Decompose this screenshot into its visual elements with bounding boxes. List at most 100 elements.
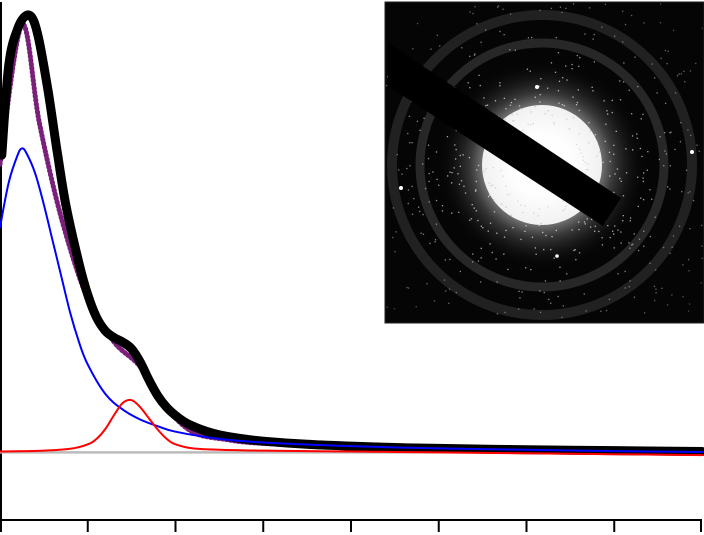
speckle-dot (459, 165, 461, 167)
speckle-dot (654, 299, 656, 302)
speckle-dot (633, 233, 635, 235)
speckle-dot (476, 169, 478, 171)
speckle-dot (499, 30, 501, 33)
speckle-dot (586, 218, 588, 220)
speckle-dot (494, 100, 497, 102)
speckle-dot (672, 235, 675, 237)
speckle-dot (701, 257, 703, 259)
speckle-dot (496, 313, 499, 315)
speckle-dot (688, 270, 690, 272)
speckle-dot (547, 206, 549, 208)
speckle-dot (651, 63, 653, 65)
speckle-dot (505, 108, 507, 110)
speckle-dot (475, 189, 477, 191)
speckle-dot (605, 309, 608, 312)
speckle-dot (624, 23, 627, 26)
speckle-dot (566, 118, 568, 120)
speckle-dot (435, 199, 438, 202)
speckle-dot (480, 247, 482, 249)
speckle-dot (577, 89, 579, 91)
speckle-dot (576, 143, 578, 146)
speckle-dot (449, 258, 451, 261)
speckle-dot (542, 231, 544, 234)
speckle-dot (520, 238, 522, 241)
speckle-dot (449, 171, 451, 173)
speckle-dot (594, 134, 596, 136)
speckle-dot (472, 253, 474, 255)
speckle-dot (550, 302, 552, 304)
speckle-dot (689, 70, 692, 72)
speckle-dot (654, 216, 656, 218)
speckle-dot (661, 287, 663, 289)
speckle-dot (517, 200, 519, 202)
speckle-dot (436, 34, 438, 36)
speckle-dot (477, 260, 480, 262)
speckle-dot (503, 253, 505, 255)
speckle-dot (669, 252, 671, 254)
speckle-dot (461, 47, 463, 49)
speckle-dot (455, 148, 457, 151)
speckle-dot (623, 62, 625, 64)
speckle-dot (525, 225, 527, 227)
speckle-dot (590, 226, 592, 228)
speckle-dot (665, 102, 667, 104)
speckle-dot (540, 78, 542, 80)
speckle-dot (620, 231, 622, 233)
speckle-dot (543, 291, 545, 294)
speckle-dot (470, 218, 473, 220)
speckle-dot (663, 246, 665, 249)
speckle-dot (520, 204, 522, 206)
speckle-dot (479, 84, 481, 87)
speckle-dot (625, 172, 628, 174)
speckle-dot (550, 248, 552, 251)
speckle-dot (451, 172, 453, 174)
speckle-dot (511, 113, 513, 116)
speckle-dot (636, 133, 638, 135)
speckle-dot (485, 168, 487, 170)
speckle-dot (435, 151, 438, 153)
speckle-dot (696, 144, 698, 146)
speckle-dot (667, 186, 669, 188)
speckle-dot (544, 113, 546, 115)
speckle-dot (642, 180, 644, 183)
speckle-dot (664, 150, 666, 152)
speckle-dot (522, 211, 524, 214)
speckle-dot (558, 80, 561, 82)
speckle-dot (592, 38, 594, 40)
speckle-dot (631, 14, 633, 17)
speckle-dot (416, 120, 419, 122)
speckle-dot (434, 239, 437, 241)
speckle-dot (518, 290, 520, 292)
speckle-dot (411, 185, 413, 188)
speckle-dot (455, 291, 457, 294)
speckle-dot (518, 308, 520, 310)
speckle-dot (386, 84, 388, 87)
speckle-dot (640, 118, 642, 120)
speckle-dot (561, 11, 563, 14)
speckle-dot (561, 316, 563, 319)
speckle-dot (589, 130, 591, 132)
speckle-dot (562, 77, 564, 79)
speckle-dot (671, 246, 673, 248)
speckle-dot (611, 99, 613, 102)
speckle-dot (486, 104, 489, 106)
speckle-dot (688, 259, 690, 261)
speckle-dot (588, 142, 590, 144)
speckle-dot (534, 247, 536, 249)
speckle-dot (651, 198, 653, 200)
speckle-dot (495, 258, 497, 260)
speckle-dot (469, 219, 471, 221)
speckle-dot (631, 113, 633, 115)
speckle-dot (433, 300, 436, 302)
speckle-dot (489, 243, 491, 245)
speckle-dot (619, 80, 621, 82)
speckle-dot (583, 221, 586, 223)
speckle-dot (524, 205, 526, 207)
speckle-dot (418, 206, 420, 208)
speckle-dot (620, 180, 622, 182)
speckle-dot (386, 76, 389, 78)
speckle-dot (502, 175, 504, 177)
speckle-dot (608, 298, 611, 300)
speckle-dot (649, 262, 651, 264)
speckle-dot (483, 97, 485, 99)
